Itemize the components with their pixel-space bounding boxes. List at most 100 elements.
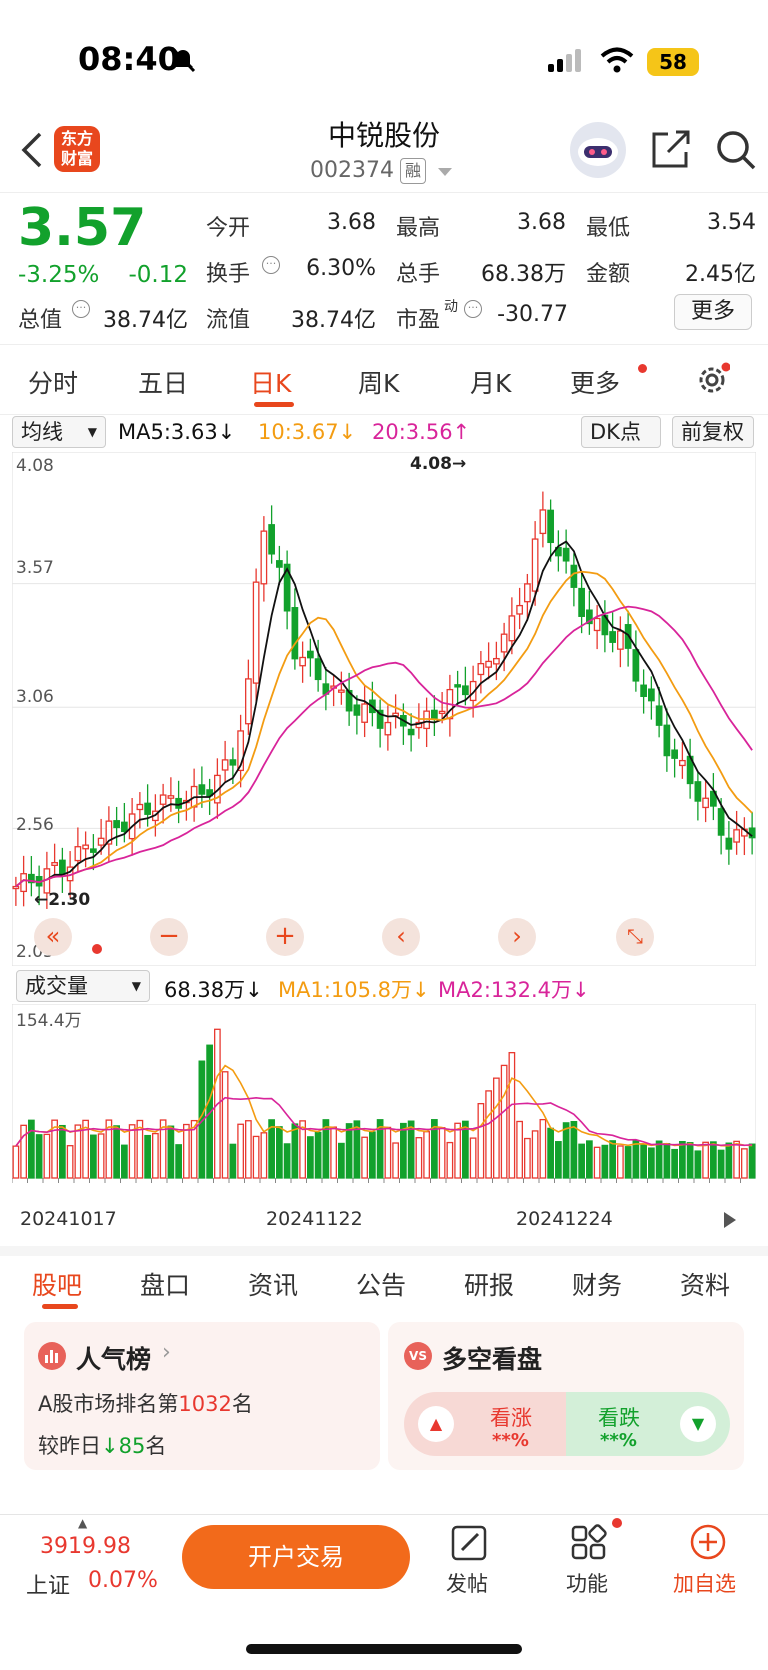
candle-body <box>229 759 237 766</box>
header-divider <box>0 192 768 193</box>
section-divider <box>0 1246 768 1256</box>
search-icon[interactable] <box>714 128 758 172</box>
bell-muted-icon <box>170 46 196 73</box>
candle-body <box>384 721 392 736</box>
candle-body <box>283 563 291 612</box>
tab-profile[interactable]: 资料 <box>680 1271 731 1300</box>
candle-body <box>609 631 616 643</box>
tab-pankou[interactable]: 盘口 <box>140 1271 191 1300</box>
ma-line <box>15 570 753 888</box>
more-button[interactable]: 更多 <box>674 294 752 330</box>
vol-ma1-value: MA1:105.8万↓ <box>278 978 430 1002</box>
volume-chart[interactable] <box>12 1004 756 1212</box>
volume-bar <box>624 1146 632 1179</box>
add-watchlist-label[interactable]: 加自选 <box>673 1572 736 1596</box>
volume-bar <box>392 1142 399 1179</box>
tab-monthly-k[interactable]: 月K <box>470 369 512 398</box>
volume-bar <box>508 1052 516 1179</box>
volume-indicator-select[interactable]: 成交量 ▼ <box>16 970 150 1002</box>
volume-bar <box>469 1137 477 1179</box>
add-circle-icon[interactable] <box>688 1522 728 1562</box>
candle-body <box>221 759 229 771</box>
volume-bar <box>593 1146 601 1179</box>
volume-bar <box>338 1142 345 1179</box>
edit-icon[interactable] <box>450 1524 488 1562</box>
tab-research[interactable]: 研报 <box>464 1271 515 1300</box>
volume-bar <box>640 1144 647 1179</box>
volume-bar <box>438 1127 446 1179</box>
candle-body <box>547 509 554 544</box>
dk-point-button[interactable]: DK点 <box>581 416 661 448</box>
indicator-select[interactable]: 均线 ▼ <box>12 416 106 448</box>
tab-finance[interactable]: 财务 <box>572 1271 623 1300</box>
expand-icon[interactable]: ⤡ <box>616 918 654 956</box>
popularity-card[interactable] <box>24 1322 380 1470</box>
tab-5day[interactable]: 五日 <box>138 369 189 398</box>
volume-bar <box>570 1120 578 1179</box>
volume-bar <box>12 1145 20 1179</box>
candle-body <box>469 680 477 702</box>
info-icon[interactable]: ··· <box>262 256 280 274</box>
chevron-right-icon[interactable]: › <box>498 918 536 956</box>
tab-announcement[interactable]: 公告 <box>356 1271 407 1300</box>
chevrons-left-icon[interactable]: « <box>34 918 72 956</box>
adjust-select[interactable]: 前复权 <box>672 416 754 448</box>
assistant-avatar[interactable] <box>570 122 626 178</box>
grid-icon[interactable] <box>570 1524 610 1562</box>
y-tick-max: 4.08 <box>16 456 54 476</box>
tab-intraday[interactable]: 分时 <box>28 369 79 398</box>
tab-weekly-k[interactable]: 周K <box>358 369 400 398</box>
info-icon[interactable]: ··· <box>464 300 482 318</box>
chevron-left-icon[interactable]: ‹ <box>382 918 420 956</box>
active-tab-indicator <box>254 402 294 407</box>
tab-guba[interactable]: 股吧 <box>32 1271 83 1300</box>
volume-bar <box>283 1143 291 1179</box>
app-logo[interactable]: 东方 财富 <box>54 126 100 172</box>
volume-value: 68.38万 <box>481 262 566 287</box>
volume-bar <box>609 1140 616 1179</box>
play-right-icon[interactable] <box>720 1208 740 1232</box>
volume-bar <box>82 1119 89 1179</box>
index-value[interactable]: 3919.98 <box>40 1534 131 1559</box>
pe-value: -30.77 <box>497 302 568 327</box>
candle-body <box>361 703 368 723</box>
volume-bar <box>531 1130 539 1179</box>
post-label[interactable]: 发帖 <box>446 1572 488 1596</box>
candle-body <box>694 781 702 802</box>
popularity-title: 人气榜 <box>76 1345 152 1374</box>
info-icon[interactable]: ··· <box>72 300 90 318</box>
position-dot <box>92 944 102 954</box>
gear-icon[interactable] <box>696 362 730 396</box>
tab-more[interactable]: 更多 <box>570 369 621 398</box>
minus-icon[interactable]: − <box>150 918 188 956</box>
index-name[interactable]: 上证 <box>26 1574 71 1599</box>
tab-news[interactable]: 资讯 <box>248 1271 299 1300</box>
dropdown-triangle-icon[interactable] <box>438 168 452 178</box>
plus-icon[interactable]: + <box>266 918 304 956</box>
tab-daily-k[interactable]: 日K <box>250 369 292 398</box>
candle-body <box>578 587 585 617</box>
home-indicator <box>246 1644 522 1654</box>
volume-bar <box>51 1119 58 1179</box>
stock-code: 002374 <box>310 158 394 183</box>
volume-bar <box>128 1124 136 1179</box>
mcap-label: 总值 <box>18 308 63 333</box>
share-icon[interactable] <box>650 128 692 170</box>
wifi-icon <box>600 47 634 73</box>
open-account-button[interactable]: 开户交易 <box>182 1525 410 1589</box>
candle-body <box>299 656 306 667</box>
volume-bar <box>407 1120 415 1179</box>
volume-bar <box>43 1133 51 1179</box>
function-label[interactable]: 功能 <box>566 1572 608 1596</box>
vol-ma2-value: MA2:132.4万↓ <box>438 978 590 1002</box>
candle-body <box>307 650 314 659</box>
candle-body <box>353 704 361 716</box>
chevron-down-icon: ▼ <box>87 425 97 439</box>
kline-chart[interactable] <box>12 452 756 966</box>
volume-bar <box>175 1144 182 1179</box>
index-percent[interactable]: 0.07% <box>88 1568 158 1593</box>
status-time: 08:40 <box>78 40 180 78</box>
high-label: 最高 <box>396 216 441 241</box>
back-arrow-icon[interactable] <box>18 130 44 170</box>
volume-bar <box>167 1125 175 1179</box>
